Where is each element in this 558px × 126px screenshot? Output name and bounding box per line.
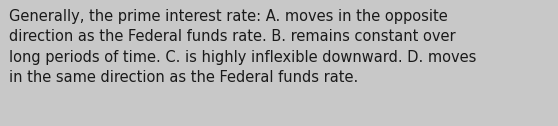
Text: Generally, the prime interest rate: A. moves in the opposite
direction as the Fe: Generally, the prime interest rate: A. m…: [9, 9, 477, 85]
